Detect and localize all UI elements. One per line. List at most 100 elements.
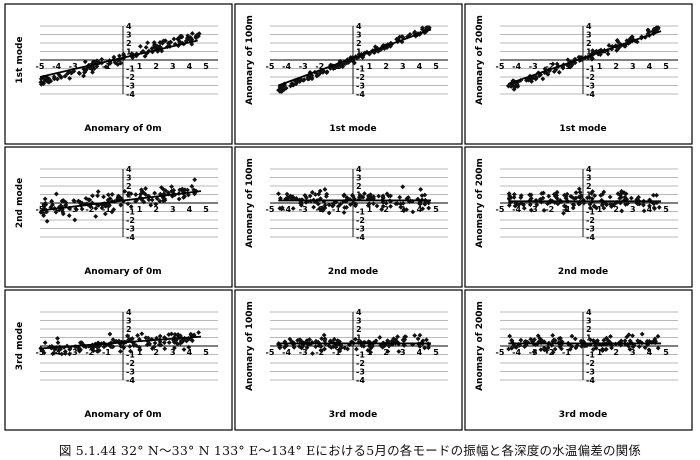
data-point: [133, 192, 139, 197]
y-tick-label: -1: [356, 351, 365, 360]
data-point: [322, 202, 328, 208]
data-point: [362, 191, 367, 196]
data-point: [44, 74, 50, 80]
data-point: [378, 342, 384, 348]
data-point: [152, 190, 158, 196]
data-point: [321, 332, 327, 338]
data-point: [518, 337, 524, 343]
y-tick-label: -4: [126, 233, 135, 242]
data-point: [579, 343, 584, 349]
x-tick-label: -3: [299, 205, 308, 214]
data-point: [426, 205, 432, 211]
data-point: [189, 41, 195, 47]
data-point: [128, 348, 133, 354]
data-point: [511, 194, 517, 200]
data-point: [506, 346, 512, 352]
data-point: [309, 189, 315, 195]
data-point: [326, 202, 332, 208]
data-point: [79, 206, 85, 212]
x-tick-label: 4: [187, 205, 193, 214]
data-point: [528, 207, 534, 213]
data-point: [654, 192, 659, 198]
x-axis-label: 1st mode: [329, 124, 376, 134]
data-point: [48, 78, 54, 84]
data-point: [635, 338, 641, 344]
data-point: [645, 27, 651, 33]
y-tick-label: 3: [356, 317, 362, 326]
data-point: [343, 60, 349, 66]
x-tick-label: -3: [69, 205, 78, 214]
data-point: [151, 344, 157, 350]
y-tick-label: 2: [586, 182, 592, 191]
data-point: [587, 195, 592, 200]
data-point: [175, 341, 180, 347]
x-tick-label: 2: [383, 62, 389, 71]
data-point: [402, 337, 408, 342]
data-point: [109, 209, 115, 215]
data-point: [606, 43, 612, 48]
data-point: [302, 192, 308, 198]
data-point: [617, 195, 623, 201]
data-point: [532, 337, 537, 342]
data-point: [604, 202, 610, 208]
x-tick-label: 4: [187, 62, 193, 71]
data-point: [118, 60, 124, 66]
data-point: [115, 62, 121, 67]
data-point: [169, 188, 175, 194]
data-point: [348, 57, 354, 63]
data-point: [116, 193, 121, 199]
y-tick-label: 2: [126, 182, 132, 191]
data-point: [417, 332, 423, 338]
data-point: [99, 205, 105, 211]
data-point: [569, 333, 575, 339]
data-point: [539, 191, 545, 196]
data-point: [521, 205, 527, 211]
data-point: [601, 205, 607, 211]
data-point: [351, 60, 357, 66]
data-point: [410, 209, 416, 215]
data-point: [385, 348, 391, 354]
data-point: [128, 337, 134, 342]
data-point: [547, 200, 553, 205]
x-tick-label: 4: [647, 62, 653, 71]
data-point: [417, 201, 423, 207]
data-point: [192, 177, 198, 183]
x-tick-label: -4: [282, 62, 291, 71]
data-point: [603, 347, 609, 352]
data-point: [157, 191, 163, 197]
x-tick-label: -4: [282, 205, 291, 214]
data-point: [277, 344, 283, 350]
y-tick-label: 3: [586, 31, 592, 40]
x-tick-label: 2: [383, 205, 389, 214]
data-point: [178, 33, 183, 39]
data-point: [67, 345, 73, 351]
x-tick-label: 3: [170, 348, 176, 357]
data-point: [628, 195, 634, 201]
data-point: [537, 335, 543, 341]
data-point: [53, 209, 59, 215]
data-point: [137, 194, 143, 200]
x-tick-label: -5: [36, 348, 45, 357]
data-point: [382, 46, 387, 52]
data-point: [395, 36, 400, 42]
data-point: [94, 58, 100, 64]
data-point: [95, 193, 100, 199]
y-tick-label: 1: [586, 334, 592, 343]
data-point: [169, 184, 175, 190]
data-point: [72, 217, 78, 223]
x-tick-label: -2: [315, 348, 324, 357]
data-point: [82, 59, 88, 65]
data-point: [569, 343, 575, 349]
data-point: [103, 64, 109, 70]
data-point: [73, 206, 79, 212]
data-point: [179, 186, 185, 192]
y-tick-label: -1: [586, 208, 595, 217]
data-point: [534, 202, 540, 208]
data-point: [305, 75, 311, 80]
x-tick-label: -2: [85, 348, 94, 357]
y-tick-label: -1: [126, 351, 135, 360]
data-point: [148, 202, 154, 208]
data-point: [605, 51, 611, 57]
x-tick-label: 4: [647, 348, 653, 357]
